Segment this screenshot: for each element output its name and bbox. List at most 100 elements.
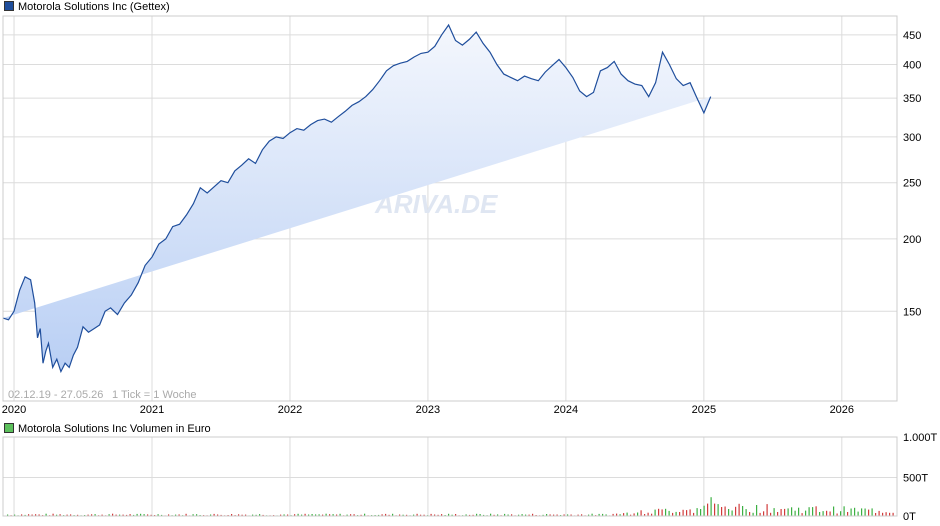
x-tick-label: 2024: [554, 404, 578, 416]
volume-bar: [521, 514, 523, 516]
volume-bar: [549, 514, 551, 516]
price-legend: Motorola Solutions Inc (Gettex): [4, 1, 170, 14]
volume-bar: [136, 513, 138, 516]
volume-y-tick-label: 1.000T: [903, 432, 938, 444]
volume-bar: [812, 507, 814, 516]
volume-bar: [255, 514, 257, 516]
volume-bar: [556, 514, 558, 516]
volume-bar: [157, 514, 159, 516]
date-range-label: 02.12.19 - 27.05.26: [8, 389, 103, 401]
volume-bar: [822, 511, 824, 516]
volume-bar: [140, 513, 142, 516]
volume-bar: [700, 509, 702, 516]
volume-bar: [567, 514, 569, 516]
volume-bar: [507, 514, 509, 516]
volume-bar: [682, 509, 684, 516]
volume-bar: [497, 514, 499, 516]
volume-bar: [882, 512, 884, 516]
volume-bar: [546, 514, 548, 516]
volume-bar: [836, 513, 838, 516]
volume-bar: [24, 514, 26, 516]
volume-bar: [640, 510, 642, 516]
volume-bar: [448, 513, 450, 516]
volume-bar: [413, 514, 415, 516]
volume-bar: [220, 514, 222, 516]
volume-bar: [707, 503, 709, 516]
volume-bar: [346, 514, 348, 516]
volume-bar: [525, 514, 527, 516]
volume-bar: [161, 514, 163, 516]
volume-bar: [325, 513, 327, 516]
volume-bar: [780, 509, 782, 516]
volume-bar: [658, 508, 660, 516]
volume-bar: [493, 514, 495, 516]
volume-bar: [686, 510, 688, 516]
volume-bar: [28, 514, 30, 516]
volume-bar: [773, 508, 775, 516]
volume-bar: [283, 514, 285, 516]
x-tick-label: 2020: [2, 404, 26, 416]
volume-bar: [875, 513, 877, 516]
volume-bar: [777, 512, 779, 516]
volume-bar: [399, 514, 401, 516]
volume-bar: [759, 512, 761, 516]
volume-bar: [847, 512, 849, 516]
volume-bar: [469, 514, 471, 516]
volume-bar: [31, 514, 33, 516]
volume-bar: [115, 514, 117, 516]
volume-y-tick-label: 500T: [903, 473, 928, 485]
volume-bar: [833, 506, 835, 516]
volume-bar: [703, 505, 705, 516]
volume-bar: [731, 510, 733, 516]
volume-bar: [511, 514, 513, 516]
volume-bar: [661, 509, 663, 516]
volume-bar: [339, 513, 341, 516]
x-tick-label: 2023: [416, 404, 440, 416]
volume-bar: [315, 514, 317, 516]
volume-legend-label: Motorola Solutions Inc Volumen in Euro: [18, 423, 211, 435]
volume-bar: [217, 514, 219, 516]
volume-bar: [126, 514, 128, 516]
volume-bar: [287, 514, 289, 516]
volume-bar: [665, 508, 667, 516]
price-plot-frame: [2, 15, 898, 402]
volume-bar: [416, 513, 418, 516]
volume-bar: [122, 514, 124, 516]
volume-bar: [241, 514, 243, 516]
volume-bar: [581, 514, 583, 516]
volume-bar: [854, 507, 856, 516]
volume-bar: [801, 513, 803, 516]
volume-bar: [66, 514, 68, 516]
volume-bar: [889, 512, 891, 516]
volume-bar: [196, 514, 198, 516]
volume-bar: [766, 504, 768, 516]
volume-bar: [423, 514, 425, 516]
volume-bar: [322, 514, 324, 516]
volume-bar: [616, 513, 618, 516]
volume-bar: [259, 514, 261, 516]
price-area: [3, 25, 711, 372]
volume-bar: [434, 514, 436, 516]
volume-bar: [668, 510, 670, 516]
volume-bar: [588, 514, 590, 516]
x-tick-label: 2021: [140, 404, 164, 416]
volume-bar: [892, 512, 894, 516]
volume-bar: [518, 514, 520, 516]
volume-bar: [329, 514, 331, 516]
x-tick-label: 2025: [692, 404, 716, 416]
volume-bar: [724, 506, 726, 516]
volume-bar: [112, 513, 114, 516]
volume-bar: [59, 514, 61, 516]
y-tick-label: 250: [903, 178, 921, 190]
volume-bar: [598, 513, 600, 516]
volume-bar: [735, 506, 737, 516]
volume-bar: [472, 514, 474, 516]
volume-legend: Motorola Solutions Inc Volumen in Euro: [4, 423, 211, 436]
volume-bar: [21, 514, 23, 516]
volume-bar: [91, 514, 93, 516]
volume-bar: [728, 509, 730, 516]
price-legend-swatch: [4, 1, 14, 11]
volume-bar: [262, 514, 264, 516]
volume-bar: [563, 514, 565, 516]
